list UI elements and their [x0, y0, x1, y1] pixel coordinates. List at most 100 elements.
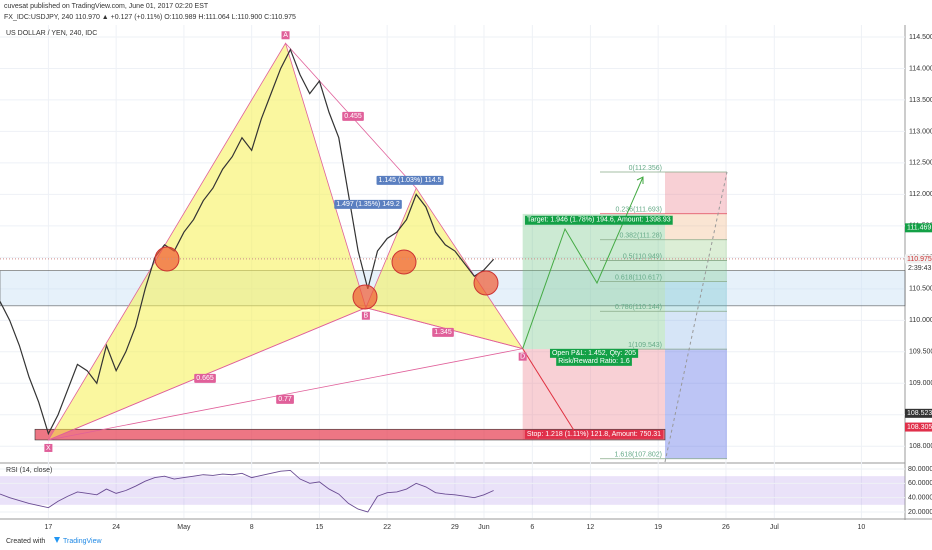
- highlight-circle: [391, 249, 417, 275]
- y-tick-label: 114.000: [909, 65, 932, 72]
- pattern-leg: [48, 348, 523, 441]
- position-label-box: [524, 429, 664, 439]
- price-marker: [905, 408, 932, 418]
- brand-logo: [54, 537, 60, 543]
- x-tick-label: 6: [530, 524, 534, 531]
- ratio-box: [194, 373, 216, 383]
- ratio-label: 1.497 (1.35%) 149.2: [336, 201, 400, 208]
- ratio-box: [432, 327, 454, 337]
- fib-label: 0(112.356): [629, 165, 662, 172]
- pattern-point-label: X: [46, 445, 51, 452]
- rsi-tick-label: 80.0000: [908, 466, 932, 473]
- header-quote: FX_IDC:USDJPY, 240 110.970 ▲ +0.127 (+0.…: [4, 14, 296, 21]
- x-tick-label: 24: [112, 524, 120, 531]
- countdown: 2:39:43: [908, 265, 931, 272]
- y-tick-label: 113.000: [909, 128, 932, 135]
- rsi-band: [0, 476, 905, 505]
- position-label-box: [556, 356, 632, 366]
- ratio-box: [334, 199, 402, 209]
- pattern-point: [361, 311, 370, 320]
- stop-bar: [34, 428, 666, 441]
- fib-band: [665, 281, 727, 312]
- x-tick-label: May: [177, 524, 191, 531]
- ratio-label: 1.345: [434, 329, 452, 336]
- highlight-circle: [154, 246, 180, 272]
- price-marker-label: 108.523: [907, 410, 932, 417]
- x-tick-label: Jul: [770, 524, 779, 531]
- pattern-point-label: A: [283, 32, 288, 39]
- footer-brand: TradingView: [63, 538, 102, 545]
- price-marker: [905, 254, 932, 264]
- price-marker: [905, 422, 932, 432]
- position-label: Target: 1.946 (1.78%) 194.6, Amount: 139…: [527, 217, 671, 224]
- pattern-point-label: D: [520, 354, 525, 361]
- x-tick-label: 29: [451, 524, 459, 531]
- fib-band: [665, 260, 727, 282]
- fib-label: 0.5(110.949): [623, 253, 662, 260]
- position-label-box: [525, 215, 673, 225]
- y-tick-label: 113.500: [909, 97, 932, 104]
- fib-label: 0.382(111.28): [619, 233, 662, 240]
- ratio-box: [376, 175, 444, 185]
- fib-band: [665, 311, 727, 350]
- ratio-label: 1.145 (1.03%) 114.5: [379, 177, 442, 184]
- highlight-circle: [352, 284, 378, 310]
- rsi-title: RSI (14, close): [6, 467, 52, 474]
- x-tick-label: 26: [722, 524, 730, 531]
- fib-trend: [664, 171, 728, 463]
- fib-band: [665, 239, 727, 261]
- stop-arrow: [522, 348, 576, 433]
- fib-label: 0.786(110.144): [615, 304, 662, 311]
- x-tick-label: 19: [654, 524, 662, 531]
- pattern-point: [44, 443, 53, 452]
- ratio-label: 0.77: [278, 396, 292, 403]
- pattern-point: [281, 31, 290, 40]
- projection-arrow: [522, 176, 644, 349]
- x-tick-label: 22: [383, 524, 391, 531]
- fib-label: 1.618(107.802): [615, 452, 662, 459]
- x-tick-label: 17: [44, 524, 52, 531]
- ratio-box: [276, 394, 294, 404]
- price-marker-label: 108.305: [907, 424, 932, 431]
- x-tick-label: 12: [587, 524, 595, 531]
- highlight-circle: [473, 270, 499, 296]
- fib-band: [665, 349, 727, 459]
- fib-label: 1(109.543): [628, 342, 662, 349]
- ratio-label: 0.455: [344, 113, 362, 120]
- y-tick-label: 109.000: [909, 380, 932, 387]
- y-tick-label: 110.000: [909, 317, 932, 324]
- x-tick-label: 15: [316, 524, 324, 531]
- price-line: [0, 48, 495, 436]
- y-tick-label: 112.000: [909, 191, 932, 198]
- rsi-tick-label: 20.0000: [908, 509, 932, 516]
- ratio-box: [342, 111, 364, 121]
- position-label-box: [549, 348, 639, 358]
- pattern-point-label: B: [364, 313, 369, 320]
- price-marker-label: 111.469: [907, 225, 931, 232]
- fib-label: 0.618(110.617): [615, 274, 662, 281]
- position-label: Risk/Reward Ratio: 1.6: [558, 358, 630, 365]
- x-tick-label: 8: [250, 524, 254, 531]
- fib-band: [665, 213, 727, 240]
- header-publisher: cuvesat published on TradingView.com, Ju…: [4, 3, 209, 10]
- fib-label: 0.236(111.693): [616, 207, 662, 214]
- position-label: Open P&L: 1.452, Qty: 205: [552, 350, 636, 357]
- footer-prefix: Created with: [6, 538, 45, 545]
- y-tick-label: 108.000: [909, 443, 932, 450]
- y-tick-label: 112.500: [909, 160, 932, 167]
- pattern-point: [518, 352, 527, 361]
- fib-band: [665, 171, 727, 214]
- y-tick-label: 114.500: [909, 34, 932, 41]
- price-marker-label: 110.975: [907, 256, 932, 263]
- y-tick-label: 110.500: [909, 286, 932, 293]
- rsi-tick-label: 40.0000: [908, 495, 932, 502]
- x-tick-label: 10: [858, 524, 866, 531]
- series-label: US DOLLAR / YEN, 240, IDC: [6, 30, 97, 37]
- rsi-tick-label: 60.0000: [908, 480, 932, 487]
- y-tick-label: 109.500: [909, 349, 932, 356]
- x-tick-label: Jun: [478, 524, 489, 531]
- ratio-label: 0.665: [196, 375, 214, 382]
- price-marker: [905, 223, 932, 233]
- rsi-line: [0, 469, 494, 513]
